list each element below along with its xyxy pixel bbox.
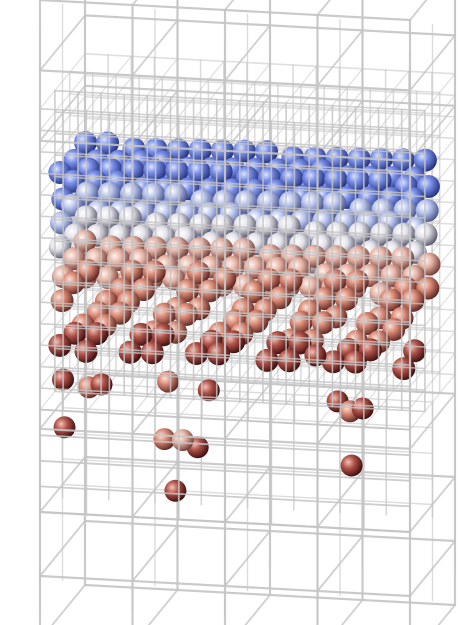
particle-sphere <box>50 289 74 313</box>
particle-sphere <box>302 167 326 191</box>
particle-sphere <box>174 303 198 326</box>
particle-sphere <box>171 429 194 452</box>
particle-sphere <box>368 168 392 192</box>
particle-sphere <box>401 288 425 312</box>
particle-sphere <box>73 229 97 253</box>
particle-sphere <box>324 167 348 191</box>
particle-sphere <box>209 160 233 183</box>
particle-sphere <box>53 416 76 439</box>
particle-sphere <box>340 454 363 477</box>
particle-sphere <box>415 199 439 222</box>
particle-sphere <box>198 279 222 303</box>
octree-grid-front <box>38 0 426 625</box>
particle-sphere <box>392 357 416 381</box>
particle-sphere <box>414 223 438 246</box>
particle-sphere <box>197 379 220 402</box>
particle-sphere <box>403 339 427 363</box>
particle-sphere <box>164 479 187 502</box>
particle-sphere <box>151 323 175 347</box>
particle-sphere <box>153 428 176 451</box>
particle-sphere <box>355 312 379 335</box>
